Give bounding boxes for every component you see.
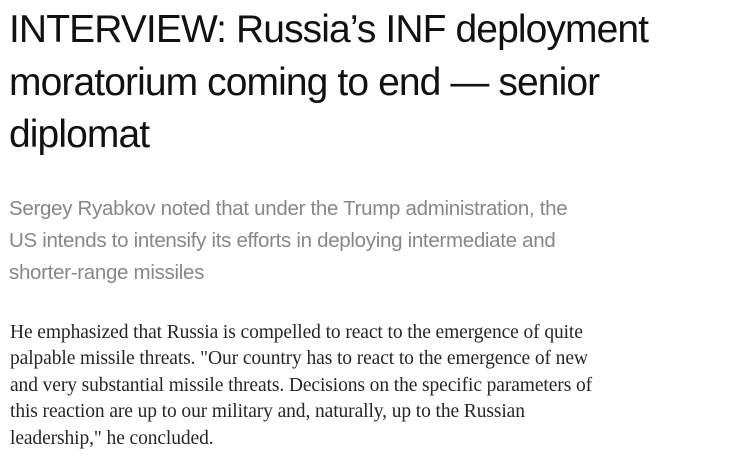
subtitle-line: US intends to intensify its efforts in d… (9, 229, 556, 252)
subtitle-line: shorter-range missiles (9, 261, 205, 284)
body-line: this reaction are up to our military and… (10, 401, 525, 423)
body-line: palpable missile threats. "Our country h… (10, 348, 588, 370)
subtitle-line: Sergey Ryabkov noted that under the Trum… (9, 197, 568, 220)
body-line: leadership," he concluded. (10, 427, 214, 449)
title-line: INTERVIEW: Russia’s INF deployment (9, 8, 649, 51)
article-title: INTERVIEW: Russia’s INF deployment morat… (9, 4, 649, 162)
title-line: diplomat (9, 113, 150, 156)
article-subtitle: Sergey Ryabkov noted that under the Trum… (9, 193, 568, 289)
body-line: and very substantial missile threats. De… (10, 374, 593, 396)
article-body-paragraph: He emphasized that Russia is compelled t… (10, 320, 592, 452)
body-line: He emphasized that Russia is compelled t… (10, 322, 583, 343)
title-line: moratorium coming to end — senior (9, 60, 600, 104)
